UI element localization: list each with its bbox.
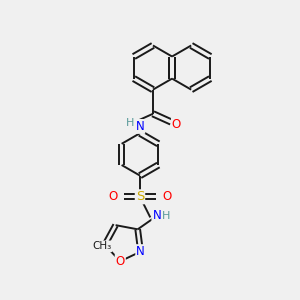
Text: N: N [152, 209, 161, 223]
Text: O: O [108, 190, 118, 203]
Text: H: H [162, 211, 171, 221]
Text: O: O [163, 190, 172, 203]
Text: O: O [116, 255, 125, 268]
Text: CH₃: CH₃ [92, 242, 111, 251]
Text: N: N [136, 245, 145, 258]
Text: S: S [136, 190, 144, 203]
Text: H: H [126, 118, 134, 128]
Text: O: O [172, 118, 181, 131]
Text: N: N [136, 120, 144, 133]
